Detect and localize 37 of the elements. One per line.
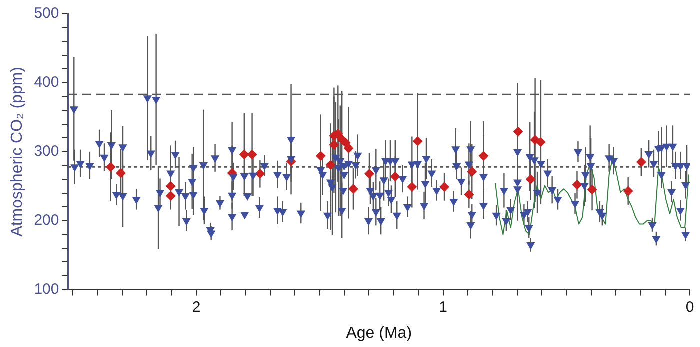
point bbox=[526, 174, 536, 184]
point bbox=[239, 150, 250, 160]
x-axis-title: Age (Ma) bbox=[346, 324, 412, 342]
y-tick-label: 500 bbox=[34, 5, 60, 22]
point bbox=[572, 180, 582, 190]
point bbox=[247, 150, 258, 160]
point bbox=[348, 184, 358, 194]
point bbox=[467, 166, 478, 177]
point bbox=[407, 182, 418, 192]
y-tick-label: 300 bbox=[34, 143, 60, 160]
point bbox=[440, 182, 450, 192]
point bbox=[166, 181, 176, 192]
point bbox=[344, 143, 354, 154]
point bbox=[255, 168, 266, 179]
y-tick-label: 200 bbox=[34, 212, 60, 229]
point bbox=[106, 162, 116, 172]
y-axis-title: Atmospheric CO₂ (ppm) bbox=[9, 66, 26, 237]
y-tick-label: 400 bbox=[34, 74, 60, 92]
x-tick-label: 0 bbox=[686, 298, 694, 316]
point bbox=[390, 172, 400, 182]
point bbox=[478, 151, 489, 162]
x-tick-label: 1 bbox=[439, 298, 448, 316]
point bbox=[329, 140, 340, 150]
point bbox=[316, 151, 326, 162]
point bbox=[364, 168, 374, 179]
point bbox=[412, 136, 423, 147]
x-tick-label: 2 bbox=[192, 298, 201, 316]
point bbox=[166, 191, 176, 202]
point bbox=[636, 157, 646, 168]
point bbox=[513, 126, 524, 137]
point bbox=[623, 186, 634, 196]
point bbox=[116, 168, 126, 178]
point bbox=[464, 190, 474, 200]
point bbox=[326, 160, 336, 170]
point bbox=[536, 137, 546, 148]
point bbox=[587, 184, 598, 195]
y-tick-label: 100 bbox=[34, 280, 60, 298]
